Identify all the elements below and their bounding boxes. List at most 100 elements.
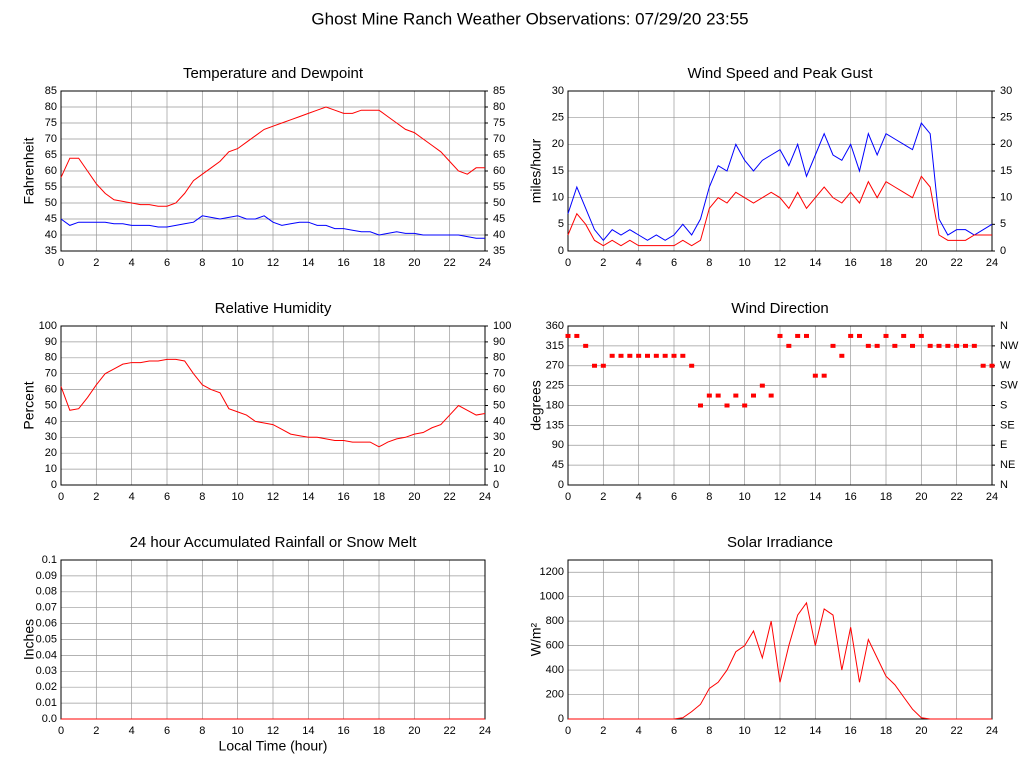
x-tick-label: 2 (600, 725, 606, 737)
data-point (759, 383, 765, 388)
data-point (653, 353, 659, 358)
x-tick-label: 2 (93, 257, 99, 269)
y2-tick-label: E (1000, 439, 1007, 451)
x-tick-label: 18 (880, 491, 892, 503)
x-tick-label: 4 (636, 491, 642, 503)
data-point (777, 333, 783, 338)
x-tick-label: 22 (951, 491, 963, 503)
x-tick-label: 18 (373, 257, 385, 269)
y2-tick-label: 20 (1000, 138, 1012, 150)
y-tick-label: 0.05 (36, 633, 57, 645)
data-point (812, 373, 818, 378)
chart-title: Solar Irradiance (727, 534, 833, 551)
y-tick-label: 15 (552, 165, 564, 177)
x-tick-label: 12 (774, 725, 786, 737)
x-tick-label: 2 (93, 725, 99, 737)
data-point (751, 393, 756, 398)
x-tick-label: 8 (706, 725, 712, 737)
x-tick-label: 20 (408, 491, 420, 503)
y-tick-label: 0.0 (42, 713, 57, 725)
y-tick-label: 30 (45, 431, 57, 443)
x-tick-label: 2 (93, 491, 99, 503)
y-axis-label: degrees (528, 380, 544, 431)
y2-tick-label: 25 (1000, 112, 1012, 124)
data-point (804, 333, 809, 338)
data-point (645, 353, 650, 358)
data-point (901, 333, 907, 338)
y2-tick-label: 50 (493, 399, 505, 411)
y-tick-label: 0.04 (36, 649, 57, 661)
y2-tick-label: 40 (493, 415, 505, 427)
y-tick-label: 90 (552, 439, 564, 451)
y-axis-label: W/m² (528, 622, 544, 656)
chart-title: Wind Direction (731, 300, 829, 317)
y-tick-label: 55 (45, 181, 57, 193)
y-tick-label: 600 (546, 640, 564, 652)
x-tick-label: 10 (739, 725, 751, 737)
y-tick-label: 90 (45, 336, 57, 348)
x-tick-label: 20 (408, 725, 420, 737)
y-tick-label: 225 (546, 380, 564, 392)
data-point (839, 353, 845, 358)
data-point (989, 363, 995, 368)
data-point (715, 393, 721, 398)
x-tick-label: 2 (600, 491, 606, 503)
x-tick-label: 4 (129, 491, 135, 503)
y2-tick-label: N (1000, 320, 1008, 332)
x-tick-label: 10 (232, 491, 244, 503)
x-tick-label: 14 (809, 491, 821, 503)
y-tick-label: 1000 (540, 591, 564, 603)
y2-tick-label: 35 (493, 245, 505, 257)
y-tick-label: 60 (45, 384, 57, 396)
plot-frame (567, 325, 993, 486)
y-tick-label: 100 (39, 320, 57, 332)
chart-title: Relative Humidity (215, 300, 332, 317)
x-tick-label: 2 (600, 257, 606, 269)
data-point (963, 343, 968, 348)
data-point (680, 353, 686, 358)
data-point (786, 343, 792, 348)
data-point (592, 363, 597, 368)
y2-tick-label: 30 (493, 431, 505, 443)
data-point (980, 363, 986, 368)
x-tick-label: 0 (565, 725, 571, 737)
page-title: Ghost Mine Ranch Weather Observations: 0… (311, 9, 748, 28)
data-point (768, 393, 774, 398)
x-tick-label: 14 (302, 491, 314, 503)
y-tick-label: 0 (558, 713, 564, 725)
data-point (662, 353, 668, 358)
data-point (874, 343, 880, 348)
y-tick-label: 45 (552, 459, 564, 471)
y-tick-label: 0 (558, 479, 564, 491)
y2-tick-label: 80 (493, 101, 505, 113)
y-tick-label: 135 (546, 419, 564, 431)
y-tick-label: 400 (546, 664, 564, 676)
y-tick-label: 20 (45, 447, 57, 459)
x-tick-label: 6 (671, 491, 677, 503)
plot-frame (567, 559, 993, 720)
y-tick-label: 0.06 (36, 618, 57, 630)
y2-tick-label: 70 (493, 368, 505, 380)
data-point (936, 343, 942, 348)
x-tick-label: 20 (915, 491, 927, 503)
y-tick-label: 50 (45, 197, 57, 209)
x-tick-label: 24 (479, 491, 491, 503)
chart-title: 24 hour Accumulated Rainfall or Snow Mel… (130, 534, 418, 551)
data-line (60, 358, 486, 448)
data-point (795, 333, 801, 338)
y2-tick-label: 60 (493, 384, 505, 396)
y2-tick-label: NW (1000, 340, 1019, 352)
y-tick-label: 10 (45, 463, 57, 475)
x-tick-label: 18 (880, 257, 892, 269)
x-tick-label: 14 (302, 257, 314, 269)
y-tick-label: 35 (45, 245, 57, 257)
y2-tick-label: 45 (493, 213, 505, 225)
x-tick-label: 12 (267, 491, 279, 503)
x-tick-label: 20 (915, 725, 927, 737)
y-tick-label: 180 (546, 399, 564, 411)
x-tick-label: 8 (706, 491, 712, 503)
x-tick-label: 18 (373, 725, 385, 737)
y2-tick-label: 70 (493, 133, 505, 145)
y2-tick-label: N (1000, 479, 1008, 491)
